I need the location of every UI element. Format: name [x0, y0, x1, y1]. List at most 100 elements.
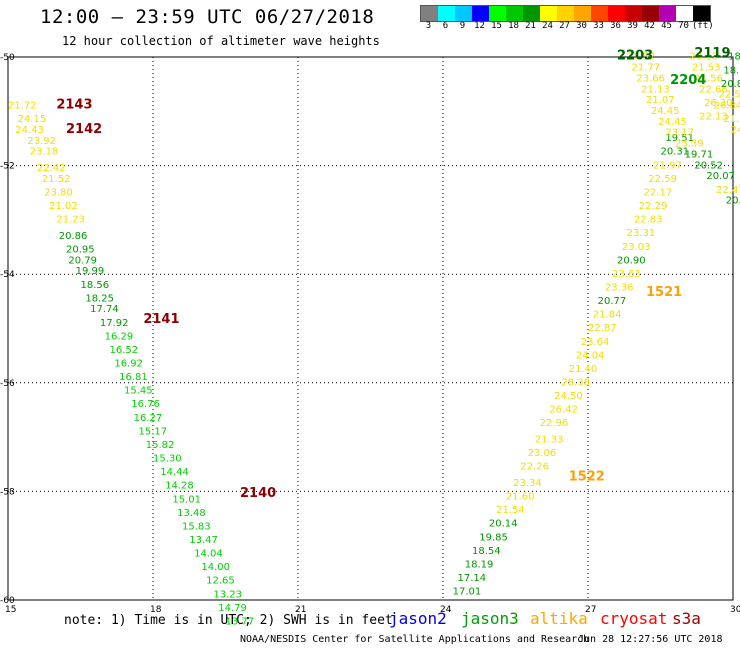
wave-height-label: 14.28 [165, 481, 194, 492]
scale-swatch [574, 6, 591, 21]
wave-height-label: 17.01 [453, 587, 482, 598]
wave-height-label: 21.52 [42, 174, 71, 185]
wave-height-label: 20.79 [68, 255, 97, 266]
scale-swatch [625, 6, 642, 21]
pass-time-label: 1522 [569, 470, 605, 485]
wave-height-label: 24.45 [651, 106, 680, 117]
y-tick-label: -60 [0, 596, 15, 606]
wave-height-label: 23.39 [675, 139, 704, 150]
pass-time-label: 2143 [56, 98, 92, 113]
wave-height-label: 26.84 [714, 101, 740, 112]
wave-height-label: 23.64 [581, 337, 610, 348]
scale-swatch [523, 6, 540, 21]
wave-height-label: 15.01 [172, 494, 201, 505]
wave-height-label: 23.31 [627, 228, 656, 239]
credit-line: NOAA/NESDIS Center for Satellite Applica… [240, 634, 590, 645]
wave-height-label: 21.69 [723, 114, 740, 125]
scale-tick-label: 39 [627, 21, 638, 31]
wave-height-label: 23.66 [636, 73, 665, 84]
color-scale-bar [420, 5, 711, 22]
scale-swatch [472, 6, 489, 21]
wave-height-label: 22.17 [644, 187, 673, 198]
wave-height-label: 17.74 [90, 304, 119, 315]
scale-swatch [438, 6, 455, 21]
wave-height-label: 22.58 [719, 90, 740, 101]
x-tick-label: 30 [730, 605, 740, 615]
wave-height-label: 17.92 [100, 318, 129, 329]
pass-time-label: 2203 [617, 49, 653, 64]
wave-height-label: 20.14 [489, 519, 518, 530]
wave-height-label: 16.52 [110, 345, 139, 356]
wave-height-label: 20.77 [598, 296, 627, 307]
pass-time-label: 2204 [670, 73, 706, 88]
wave-height-label: 21.53 [692, 63, 721, 74]
wave-height-label: 20.07 [706, 171, 735, 182]
scale-swatch [693, 6, 710, 21]
legend-jason2: jason2 [389, 609, 447, 628]
wave-height-label: 20.86 [59, 231, 88, 242]
wave-height-label: 21.77 [632, 63, 661, 74]
wave-height-label: 22.59 [648, 174, 677, 185]
wave-height-label: 21.56 [694, 73, 723, 84]
scale-tick-label: 3 [425, 21, 432, 31]
legend-altika: altika [530, 609, 588, 628]
generated-timestamp: Jun 28 12:27:56 UTC 2018 [578, 634, 723, 645]
wave-height-label: 21.07 [646, 95, 675, 106]
wave-height-label: 28.38 [561, 378, 590, 389]
scale-swatch [642, 6, 659, 21]
pass-time-label: 2141 [143, 312, 179, 327]
legend-jason3: jason3 [461, 609, 519, 628]
scale-tick-label: 30 [576, 21, 587, 31]
wave-height-label: 15.17 [139, 426, 168, 437]
x-tick-label: 24 [440, 605, 452, 615]
wave-height-label: 21.84 [593, 310, 622, 321]
axis-tick-labels: 15 18 21 24 27 30 -50 -52 -54 -56 -58 -60 [0, 53, 740, 615]
wave-height-label: 23.92 [27, 136, 56, 147]
pass-time-labels: 2143 2142 2141 2140 2203 2204 2119 1521 1522 [56, 46, 730, 501]
wave-height-label: 23.06 [528, 448, 557, 459]
wave-height-label: 13.77 [226, 616, 255, 627]
pass-time-label: 2119 [694, 46, 730, 61]
wave-height-label: 21.13 [641, 84, 670, 95]
scale-tick-label: 36 [610, 21, 621, 31]
scale-swatch [421, 6, 438, 21]
y-tick-label: -54 [0, 270, 15, 280]
map-subtitle: 12 hour collection of altimeter wave hei… [62, 34, 380, 48]
wave-height-label: 15.45 [124, 386, 153, 397]
scale-tick-label: 21 [525, 21, 536, 31]
wave-height-label: 18.19 [465, 559, 494, 570]
wave-height-label: 24.50 [554, 391, 583, 402]
wave-height-label: 20.90 [617, 255, 646, 266]
wave-height-label: 20.88 [721, 79, 740, 90]
wave-height-label: 21.97 [653, 160, 682, 171]
wave-height-label: 19.71 [685, 149, 714, 160]
wave-height-label: 15.83 [182, 521, 211, 532]
wave-height-label: 24.45 [658, 117, 687, 128]
x-tick-label: 15 [5, 605, 16, 615]
wave-height-label: 22.87 [588, 323, 617, 334]
scale-swatch [506, 6, 523, 21]
wave-height-label: 16.29 [105, 331, 134, 342]
wave-height-label: 22.83 [634, 215, 663, 226]
scale-swatch [540, 6, 557, 21]
wave-height-label: 22.96 [540, 418, 569, 429]
scale-tick-label: 33 [593, 21, 604, 31]
wave-height-label: 24.15 [731, 125, 740, 136]
wave-height-label: 12.65 [206, 576, 235, 587]
wave-height-label: 16.76 [131, 399, 160, 410]
wave-height-label: 21.72 [8, 101, 37, 112]
y-tick-label: -50 [0, 53, 15, 63]
wave-height-label: 18.65 [728, 52, 740, 63]
wave-height-label: 23.03 [622, 242, 651, 253]
wave-height-label: 24.04 [576, 350, 605, 361]
wave-height-label: 14.79 [218, 603, 247, 614]
scale-tick-label: 6 [442, 21, 449, 31]
wave-height-label: 22.42 [37, 163, 66, 174]
y-tick-label: -52 [0, 162, 15, 172]
wave-height-label: 18.56 [81, 280, 110, 291]
map-grid [7, 56, 734, 601]
wave-height-label: 16.27 [134, 413, 163, 424]
wave-height-label: 16.81 [119, 372, 148, 383]
wave-height-label: 14.44 [160, 467, 189, 478]
wave-height-label: 22.47 [716, 185, 740, 196]
